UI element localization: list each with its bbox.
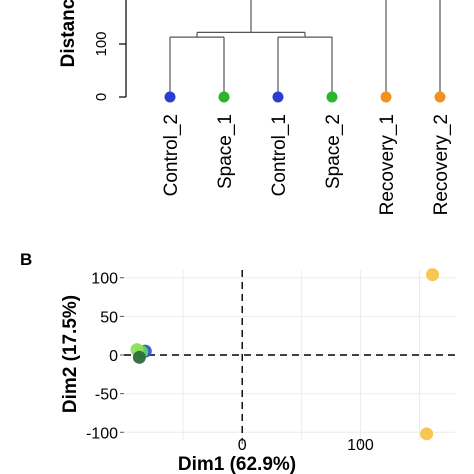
scatter-x-axis-title: Dim1 (62.9%) <box>178 454 296 474</box>
dendrogram-leaf-label: Recovery_2 <box>431 114 452 215</box>
scatter-x-tick-label: 0 <box>238 437 247 454</box>
dendrogram-leaf-label: Recovery_1 <box>377 114 398 215</box>
dendrogram-y-tick-label: 100 <box>93 31 110 56</box>
dendrogram-leaf-dot <box>218 91 230 103</box>
scatter-point <box>420 427 434 441</box>
dendrogram-leaf-dot <box>380 91 392 103</box>
panel-label-b: B <box>20 250 32 269</box>
scatter-y-tick-label: 100 <box>91 271 118 288</box>
scatter-y-axis-title: Dim2 (17.5%) <box>60 295 81 413</box>
dendrogram-panel: Distanc 01002 Control_2Space_1Control_1S… <box>58 0 452 215</box>
dendrogram-leaf-dot <box>434 91 446 103</box>
scatter-x-tick-label: 100 <box>347 437 374 454</box>
dendrogram-leaf-label: Space_1 <box>215 114 236 189</box>
dendrogram-leaf-label: Space_2 <box>323 114 344 189</box>
scatter-y-tick-label: 0 <box>109 348 118 365</box>
scatter-y-tick-label: -50 <box>95 387 118 404</box>
dendrogram-leaf-dot <box>272 91 284 103</box>
scatter-point <box>426 268 440 282</box>
scatter-y-tick-label: 50 <box>100 309 118 326</box>
scatter-y-tick-label: -100 <box>86 425 118 442</box>
dendrogram-leaf-dot <box>326 91 338 103</box>
dendrogram-leaf-label: Control_1 <box>269 114 290 196</box>
pca-scatter-panel: B 100 50 0 -50 -100 0 100 Dim1 (62.9%) Dim2 (… <box>20 250 455 474</box>
dendrogram-leaf-dot <box>164 91 176 103</box>
scatter-point <box>132 350 146 364</box>
dendrogram-y-axis-title: Distanc <box>58 0 79 67</box>
dendrogram-leaf-label: Control_2 <box>161 114 182 196</box>
dendrogram-y-tick-label: 0 <box>93 93 110 101</box>
